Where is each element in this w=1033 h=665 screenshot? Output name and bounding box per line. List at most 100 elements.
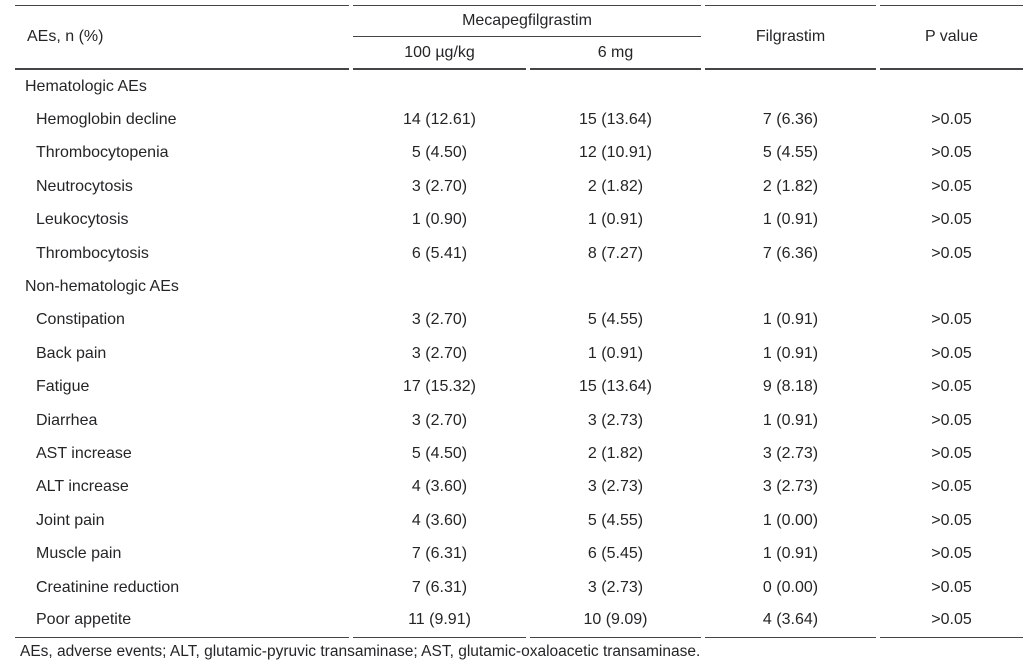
adverse-events-table: AEs, n (%) Mecapegfilgrastim Filgrastim … [11,5,1027,638]
table-body: Hematologic AEs Hemoglobin decline 14 (1… [15,70,1023,638]
mecapeg-6mg-value: 3 (2.73) [587,578,644,596]
table-footnote: AEs, adverse events; ALT, glutamic-pyruv… [20,643,701,660]
ae-label: ALT increase [36,478,129,496]
mecapeg-6mg-value: 12 (10.91) [579,144,652,162]
column-header-p-value: P value [880,5,1023,70]
mecapeg-6mg-value: 3 (2.73) [587,411,644,429]
ae-label: AST increase [36,444,132,462]
column-header-aes: AEs, n (%) [15,5,349,70]
ae-label: Joint pain [36,511,105,529]
p-value: >0.05 [931,244,972,262]
table-row: Thrombocytopenia 5 (4.50) 12 (10.91) 5 (… [15,137,1023,170]
mecapeg-100ugkg-value: 7 (6.31) [411,545,468,563]
table-row: Non-hematologic AEs [15,270,1023,303]
mecapeg-100ugkg-value: 4 (3.60) [411,511,468,529]
mecapeg-6mg-value: 5 (4.55) [587,511,644,529]
p-value: >0.05 [931,578,972,596]
p-value: >0.05 [931,344,972,362]
filgrastim-value: 0 (0.00) [762,578,819,596]
mecapeg-6mg-value: 8 (7.27) [587,244,644,262]
filgrastim-value: 1 (0.91) [762,344,819,362]
filgrastim-value [705,270,876,303]
table-row: Creatinine reduction 7 (6.31) 3 (2.73) 0… [15,571,1023,604]
mecapeg-100ugkg-value: 17 (15.32) [403,378,476,396]
subcolumn-header-100ugkg: 100 µg/kg [353,37,526,70]
filgrastim-value [705,70,876,103]
table-row: Leukocytosis 1 (0.90) 1 (0.91) 1 (0.91) … [15,204,1023,237]
table-row: ALT increase 4 (3.60) 3 (2.73) 3 (2.73) … [15,471,1023,504]
ae-label: Muscle pain [36,545,122,563]
ae-label: Hematologic AEs [25,77,147,95]
filgrastim-value: 2 (1.82) [762,177,819,195]
mecapeg-6mg-value: 6 (5.45) [587,545,644,563]
filgrastim-value: 1 (0.91) [762,311,819,329]
mecapeg-100ugkg-value: 3 (2.70) [411,411,468,429]
table-row: Diarrhea 3 (2.70) 3 (2.73) 1 (0.91) >0.0… [15,404,1023,437]
header-row-top: AEs, n (%) Mecapegfilgrastim Filgrastim … [15,5,1023,70]
p-value: >0.05 [931,378,972,396]
table-row: Back pain 3 (2.70) 1 (0.91) 1 (0.91) >0.… [15,337,1023,370]
mecapeg-100ugkg-value: 5 (4.50) [411,444,468,462]
mecapeg-100ugkg-value: 3 (2.70) [411,177,468,195]
mecapeg-100ugkg-value: 7 (6.31) [411,578,468,596]
table-row: Thrombocytosis 6 (5.41) 8 (7.27) 7 (6.36… [15,237,1023,270]
ae-label: Fatigue [36,378,90,396]
subcolumn-header-6mg: 6 mg [530,37,701,70]
mecapeg-6mg-value: 5 (4.55) [587,311,644,329]
ae-label: Creatinine reduction [36,578,180,596]
header-row-sub: 100 µg/kg 6 mg [15,37,1023,70]
filgrastim-value: 1 (0.91) [762,211,819,229]
filgrastim-value: 9 (8.18) [762,378,819,396]
filgrastim-value: 7 (6.36) [762,111,819,129]
p-value: >0.05 [931,511,972,529]
mecapeg-6mg-value: 15 (13.64) [579,378,652,396]
p-value: >0.05 [931,478,972,496]
table-header: AEs, n (%) Mecapegfilgrastim Filgrastim … [15,5,1023,70]
ae-label: Thrombocytosis [36,244,149,262]
p-value: >0.05 [931,144,972,162]
mecapeg-6mg-value: 10 (9.09) [530,604,701,638]
mecapeg-6mg-value: 3 (2.73) [587,478,644,496]
ae-label: Leukocytosis [36,211,129,229]
ae-label: Constipation [36,311,125,329]
p-value: >0.05 [931,111,972,129]
table-row: Neutrocytosis 3 (2.70) 2 (1.82) 2 (1.82)… [15,170,1023,203]
column-header-filgrastim: Filgrastim [705,5,876,70]
p-value: >0.05 [931,545,972,563]
mecapeg-6mg-value: 1 (0.91) [587,211,644,229]
table-row: Muscle pain 7 (6.31) 6 (5.45) 1 (0.91) >… [15,537,1023,570]
table-row: Fatigue 17 (15.32) 15 (13.64) 9 (8.18) >… [15,371,1023,404]
mecapeg-100ugkg-value: 1 (0.90) [411,211,468,229]
mecapeg-100ugkg-value: 14 (12.61) [403,111,476,129]
mecapeg-6mg-value [530,270,701,303]
table-row: AST increase 5 (4.50) 2 (1.82) 3 (2.73) … [15,437,1023,470]
mecapeg-6mg-value [530,70,701,103]
ae-label: Back pain [36,344,107,362]
mecapeg-6mg-value: 2 (1.82) [587,177,644,195]
mecapeg-6mg-value: 2 (1.82) [587,444,644,462]
p-value: >0.05 [931,177,972,195]
table-row: Hemoglobin decline 14 (12.61) 15 (13.64)… [15,103,1023,136]
ae-label: Diarrhea [36,411,98,429]
filgrastim-value: 1 (0.00) [762,511,819,529]
p-value: >0.05 [931,311,972,329]
mecapeg-100ugkg-value: 3 (2.70) [411,344,468,362]
table-row: Joint pain 4 (3.60) 5 (4.55) 1 (0.00) >0… [15,504,1023,537]
table-row: Hematologic AEs [15,70,1023,103]
p-value: >0.05 [931,211,972,229]
filgrastim-value: 4 (3.64) [705,604,876,638]
mecapeg-100ugkg-value: 5 (4.50) [411,144,468,162]
group-header-mecapegfilgrastim: Mecapegfilgrastim [353,5,701,37]
p-value: >0.05 [880,604,1023,638]
p-value: >0.05 [931,444,972,462]
filgrastim-value: 7 (6.36) [762,244,819,262]
filgrastim-value: 3 (2.73) [762,444,819,462]
filgrastim-value: 3 (2.73) [762,478,819,496]
ae-label: Poor appetite [15,604,349,638]
p-value [880,270,1023,303]
filgrastim-value: 1 (0.91) [762,411,819,429]
mecapeg-100ugkg-value [353,70,526,103]
ae-label: Hemoglobin decline [36,111,177,129]
filgrastim-value: 1 (0.91) [762,545,819,563]
